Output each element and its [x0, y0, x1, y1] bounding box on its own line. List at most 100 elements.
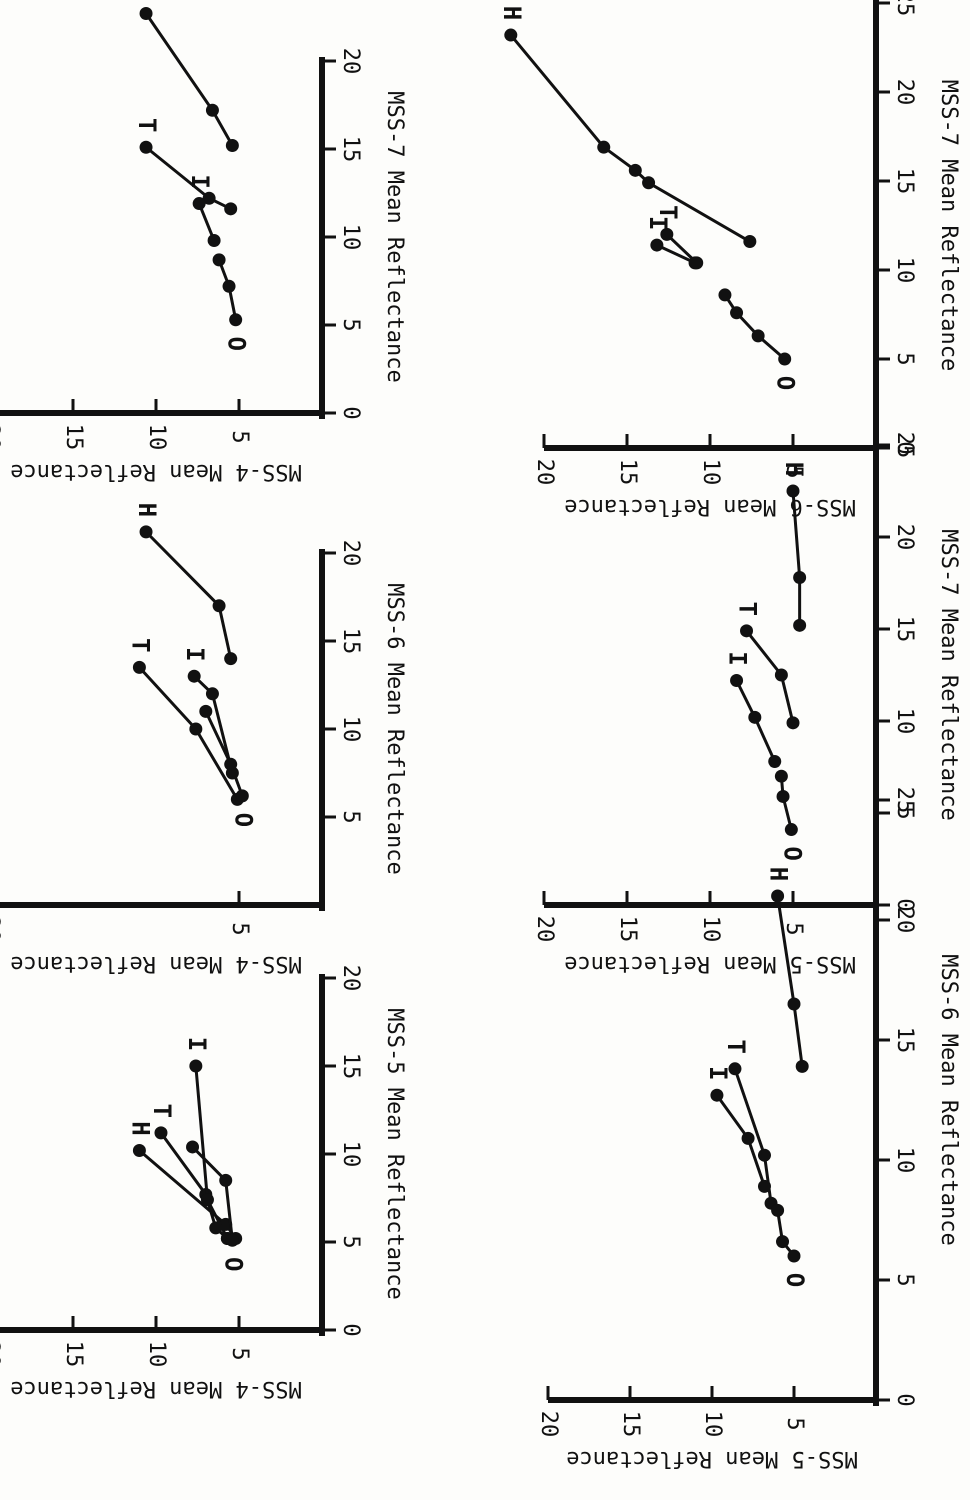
data-point-T	[774, 668, 788, 682]
series-label-T: T	[722, 1040, 750, 1054]
data-point-I	[200, 1193, 214, 1207]
data-point-H	[787, 997, 801, 1011]
data-point-I	[187, 669, 201, 683]
y-tick-label: 20	[0, 424, 3, 451]
series-line-O	[776, 1210, 796, 1257]
series-line-H	[509, 34, 751, 243]
series-label-H: H	[765, 867, 793, 881]
data-point-H	[132, 1143, 146, 1157]
series-label-T: T	[654, 205, 682, 219]
data-point-H	[139, 6, 153, 20]
y-tick-label: 15	[615, 916, 640, 943]
data-point-T	[740, 624, 754, 638]
data-point-T	[132, 660, 146, 674]
x-tick-label: 0	[892, 898, 917, 911]
data-point-O	[787, 1249, 801, 1263]
series-label-I: I	[186, 174, 214, 188]
y-tick-label: 20	[532, 916, 557, 943]
data-point-O	[778, 352, 792, 366]
x-tick-label: 20	[338, 540, 363, 567]
data-point-O	[229, 313, 243, 327]
series-label-O: O	[772, 376, 800, 390]
x-tick-label: 20	[892, 907, 917, 934]
y-tick-label: 15	[61, 1341, 86, 1368]
data-point-O	[219, 1173, 233, 1187]
data-point-I	[205, 687, 219, 701]
x-axis-label: MSS-5 Mean Reflectance	[382, 1008, 407, 1299]
data-point-I	[688, 256, 702, 270]
series-label-T: T	[133, 118, 161, 132]
data-point-O	[186, 1140, 200, 1154]
y-tick-label: 10	[698, 459, 723, 486]
data-point-H	[597, 140, 611, 154]
data-point-T	[786, 716, 800, 730]
data-point-O	[730, 306, 744, 320]
x-tick-label: 20	[338, 48, 363, 75]
data-point-H	[771, 889, 785, 903]
data-point-O	[776, 789, 790, 803]
data-point-O	[751, 329, 765, 343]
x-tick-label: 15	[892, 1027, 917, 1054]
x-axis-label: MSS-6 Mean Reflectance	[382, 583, 407, 874]
data-point-H	[793, 570, 807, 584]
x-tick-label: 15	[892, 616, 917, 643]
data-point-O	[718, 288, 732, 302]
data-point-I	[192, 197, 206, 211]
y-axis-label: MSS-5 Mean Reflectance	[564, 951, 855, 976]
data-point-O	[235, 789, 249, 803]
data-point-O	[224, 757, 238, 771]
data-point-H	[786, 484, 800, 498]
data-point-H	[642, 176, 656, 190]
series-label-I: I	[183, 1037, 211, 1051]
x-tick-label: 25	[892, 0, 917, 16]
series-label-H: H	[133, 503, 161, 517]
data-point-I	[189, 1059, 203, 1073]
x-tick-label: 5	[338, 318, 363, 331]
y-axis-label: MSS-4 Mean Reflectance	[10, 1376, 301, 1401]
series-label-O: O	[219, 1257, 247, 1271]
series-label-I: I	[724, 651, 752, 665]
series-label-O: O	[778, 846, 806, 860]
y-tick-label: 20	[0, 916, 3, 943]
x-tick-label: 0	[892, 1393, 917, 1406]
x-tick-label: 25	[892, 432, 917, 459]
x-tick-label: 5	[338, 810, 363, 823]
data-point-O	[212, 253, 226, 267]
y-tick-label: 15	[618, 1411, 643, 1438]
data-point-H	[139, 525, 153, 539]
series-label-H: H	[126, 1121, 154, 1135]
data-point-O	[784, 823, 798, 837]
data-point-H	[212, 599, 226, 613]
x-axis-label: MSS-6 Mean Reflectance	[936, 954, 961, 1245]
x-tick-label: 5	[892, 806, 917, 819]
data-point-H	[628, 163, 642, 177]
data-point-I	[757, 1179, 771, 1193]
data-point-T	[757, 1148, 771, 1162]
data-point-T	[224, 202, 238, 216]
series-label-I: I	[644, 216, 672, 230]
data-point-T	[154, 1126, 168, 1140]
series-label-T: T	[148, 1104, 176, 1118]
y-axis-label: MSS-6 Mean Reflectance	[564, 494, 855, 519]
data-point-T	[660, 227, 674, 241]
x-tick-label: 15	[338, 628, 363, 655]
series-line-I	[715, 1094, 766, 1187]
data-point-H	[793, 618, 807, 632]
data-point-O	[222, 279, 236, 293]
data-point-I	[730, 674, 744, 688]
data-point-O	[199, 704, 213, 718]
y-axis-label: MSS-4 Mean Reflectance	[10, 459, 301, 484]
x-tick-label: 10	[338, 716, 363, 743]
x-tick-label: 20	[892, 524, 917, 551]
x-tick-label: 5	[892, 1273, 917, 1286]
series-label-O: O	[229, 813, 257, 827]
series-line-I	[656, 243, 696, 265]
y-axis-label: MSS-4 Mean Reflectance	[10, 951, 301, 976]
series-line-I	[197, 202, 216, 242]
x-tick-label: 25	[892, 787, 917, 814]
series-label-O: O	[223, 336, 251, 350]
y-tick-label: 10	[700, 1411, 725, 1438]
y-tick-label: 10	[144, 1341, 169, 1368]
x-tick-label: 15	[338, 1053, 363, 1080]
y-tick-label: 20	[0, 1341, 3, 1368]
